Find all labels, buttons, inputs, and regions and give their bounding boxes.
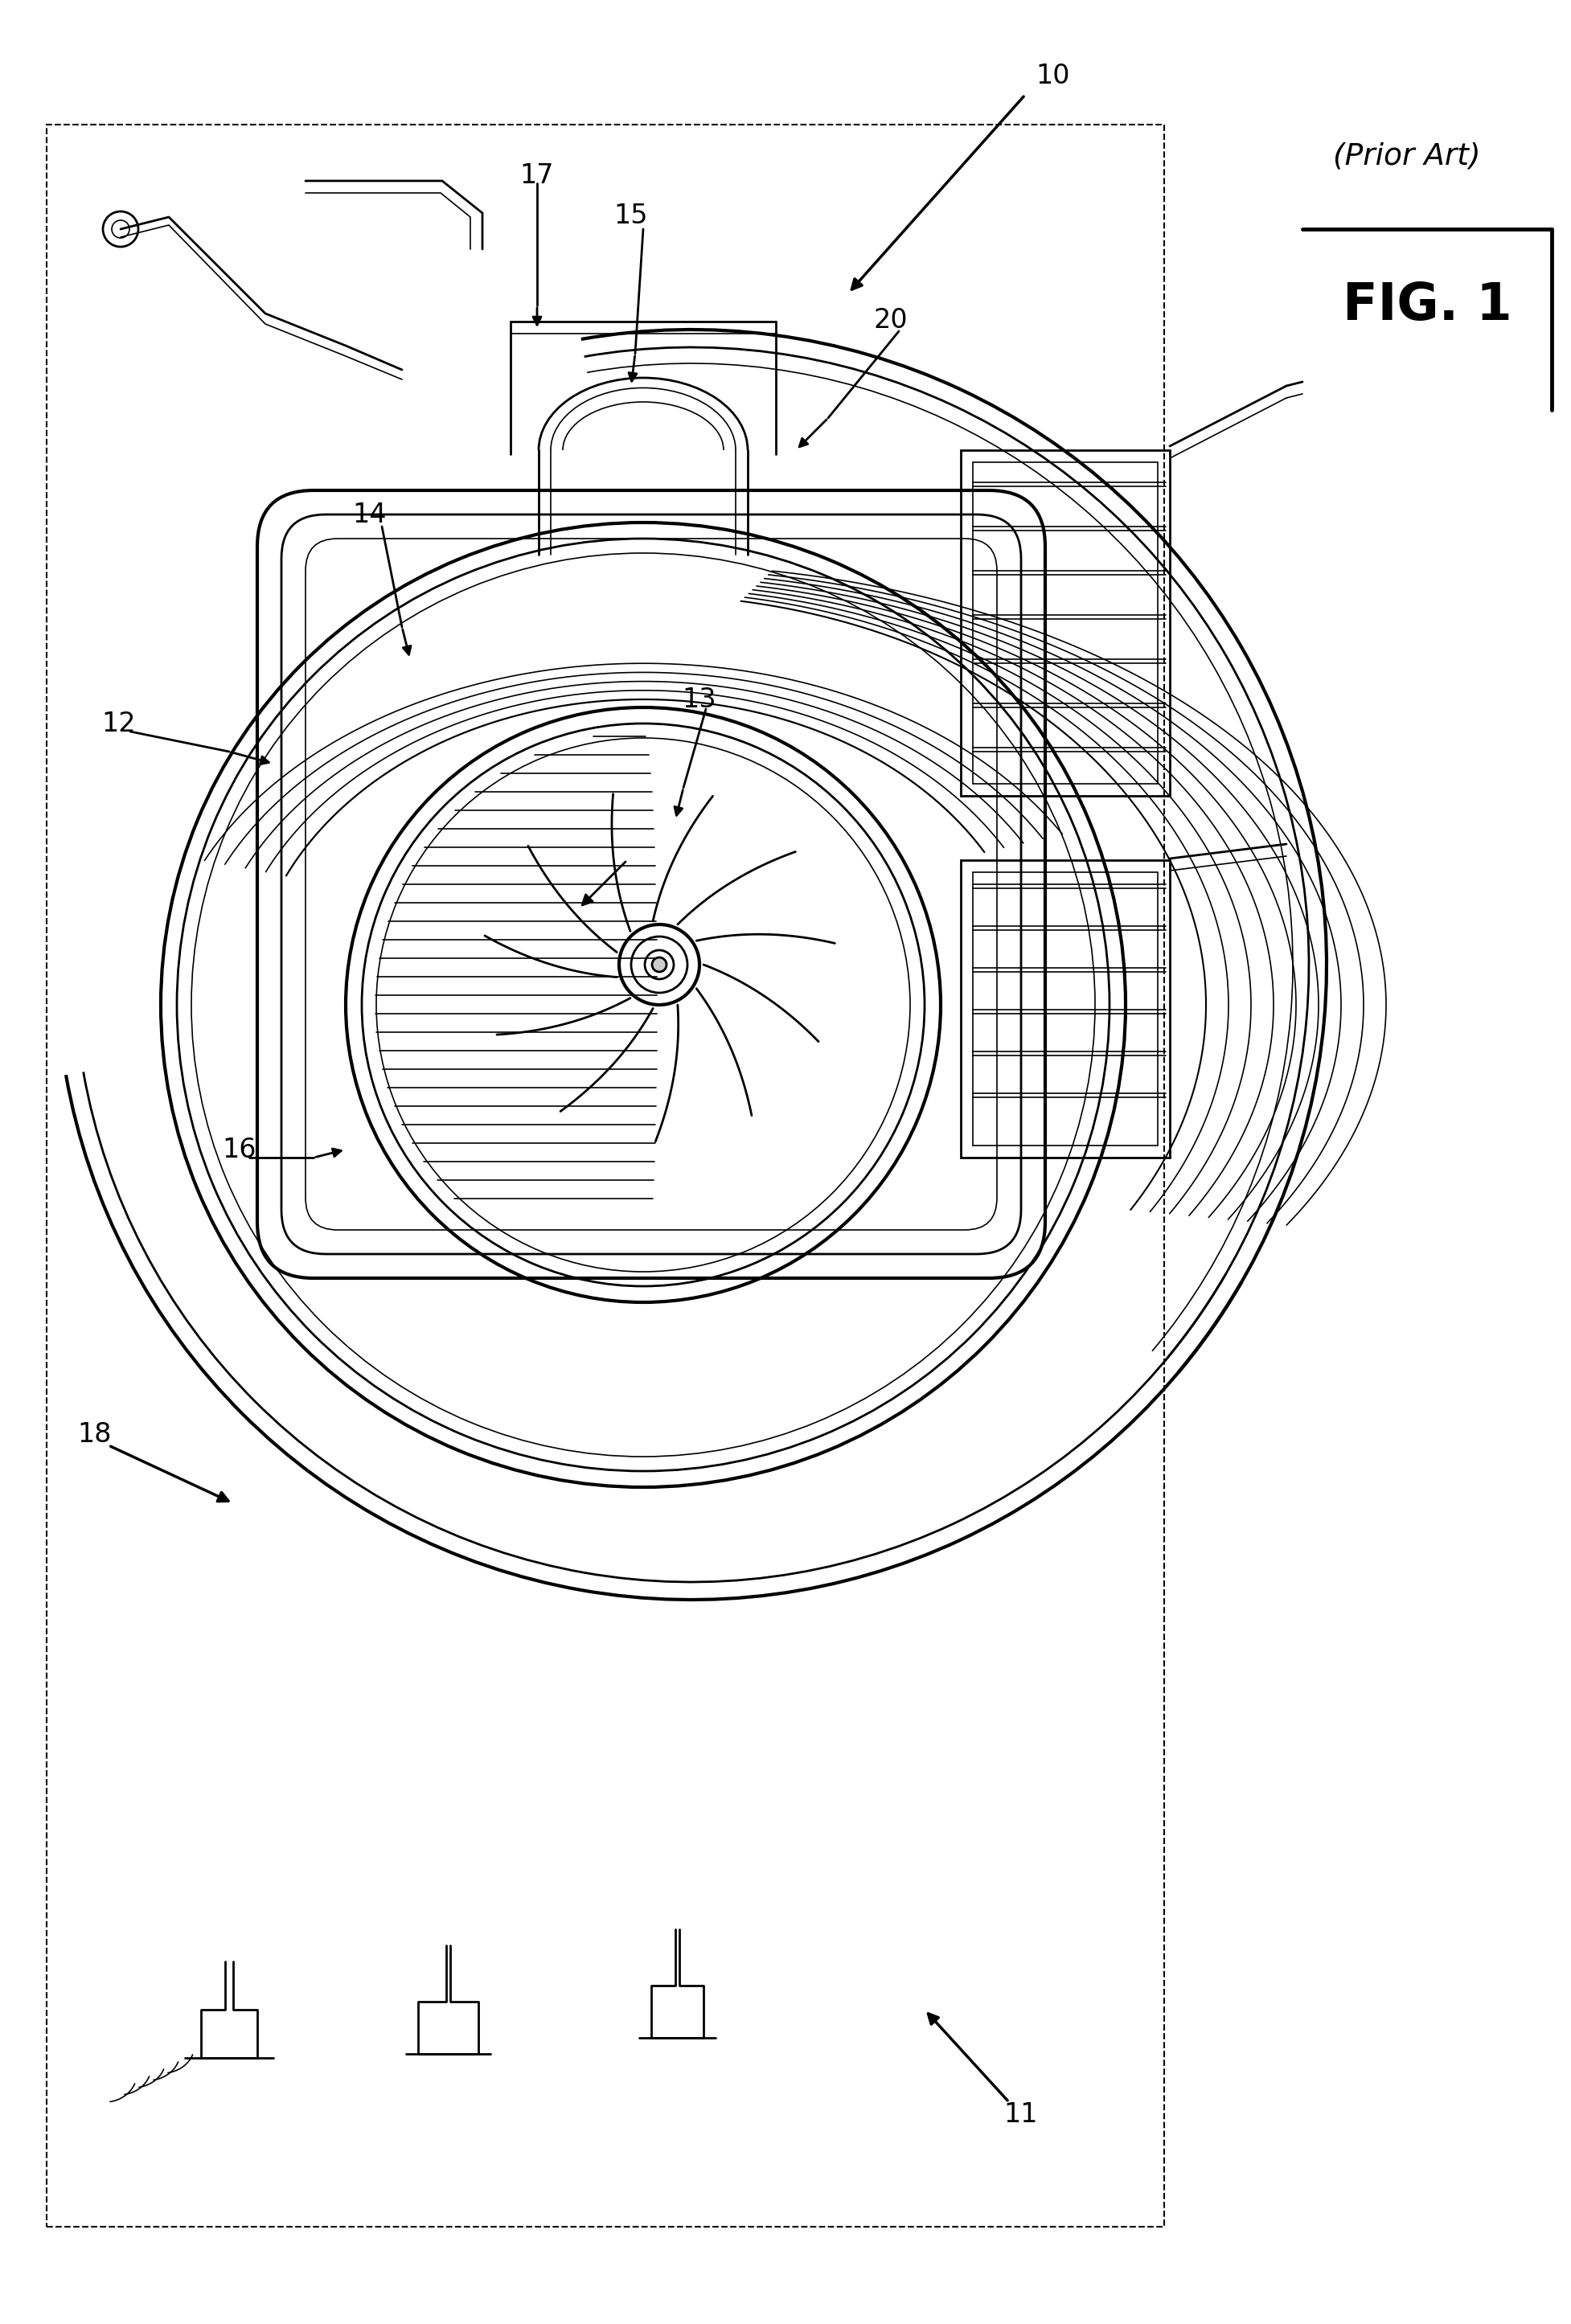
Text: (Prior Art): (Prior Art) (1334, 142, 1481, 172)
Circle shape (632, 937, 688, 992)
Circle shape (619, 925, 699, 1004)
Text: 20: 20 (873, 307, 908, 332)
Circle shape (644, 951, 674, 978)
Text: 18: 18 (79, 1422, 112, 1448)
Text: 14: 14 (353, 502, 386, 528)
Bar (972, 872, 1158, 1146)
Bar (47, 125, 1164, 2226)
Bar (972, 462, 1158, 783)
Text: 13: 13 (682, 686, 716, 713)
Text: 16: 16 (223, 1136, 256, 1162)
Circle shape (104, 211, 138, 246)
Text: 10: 10 (1037, 63, 1070, 91)
Text: 11: 11 (1004, 2101, 1038, 2126)
Text: 17: 17 (520, 163, 555, 188)
Bar (961, 860, 1170, 1157)
Circle shape (652, 957, 666, 971)
Text: FIG. 1: FIG. 1 (1342, 281, 1511, 330)
Text: 15: 15 (614, 202, 649, 228)
Bar (961, 451, 1170, 795)
Text: 12: 12 (102, 711, 137, 737)
